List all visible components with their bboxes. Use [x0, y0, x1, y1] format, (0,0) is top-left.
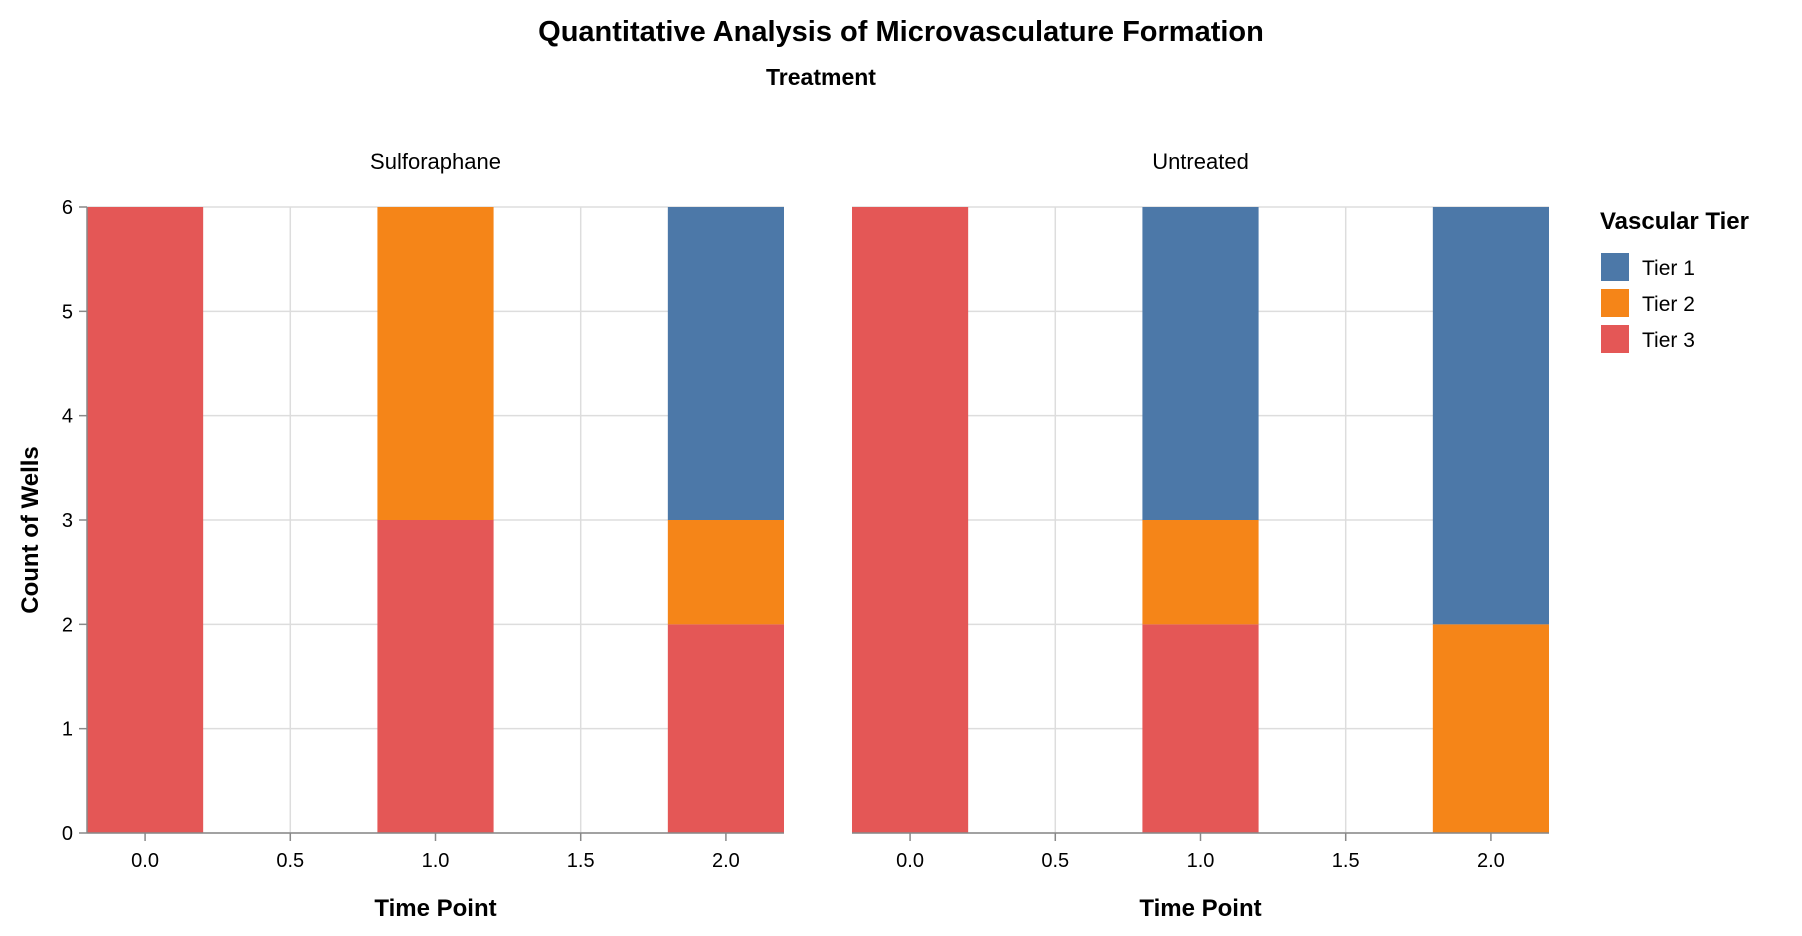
- bar-tier-1: [1142, 207, 1259, 520]
- bar-tier-3: [87, 207, 204, 833]
- legend-item-tier-3: Tier 3: [1601, 325, 1695, 353]
- facet-sulforaphane: Sulforaphane 0.0 0.5 1.0 1.5 2.0 Time Point 0 1 2…: [62, 149, 784, 922]
- x-tick-label: 0.5: [1041, 850, 1069, 872]
- legend-label: Tier 2: [1642, 293, 1695, 316]
- legend-swatch: [1601, 289, 1629, 317]
- legend-title: Vascular Tier: [1600, 208, 1749, 235]
- legend-swatch: [1601, 253, 1629, 281]
- x-tick-label: 2.0: [712, 850, 740, 872]
- legend: Vascular Tier Tier 1 Tier 2 Tier 3: [1600, 208, 1749, 353]
- facet-untreated: Untreated 0.0 0.5 1.0 1.5 2.0 Time Point: [852, 149, 1549, 922]
- bar-tier-2: [667, 520, 784, 625]
- x-axis-title: Time Point: [1139, 895, 1261, 922]
- x-tick-label: 1.5: [1332, 850, 1360, 872]
- x-tick-label: 0.0: [896, 850, 924, 872]
- y-tick-label: 5: [62, 301, 73, 323]
- legend-item-tier-1: Tier 1: [1601, 253, 1695, 281]
- facet-field-title: Treatment: [766, 64, 876, 90]
- y-axis-title: Count of Wells: [17, 446, 44, 614]
- bar-tier-3: [667, 624, 784, 833]
- bar-tier-2: [377, 207, 494, 520]
- legend-swatch: [1601, 325, 1629, 353]
- facet-label: Sulforaphane: [370, 149, 501, 174]
- facet-label: Untreated: [1152, 149, 1249, 174]
- y-tick-label: 2: [62, 614, 73, 636]
- x-tick-label: 0.5: [276, 850, 304, 872]
- x-tick-label: 1.5: [567, 850, 595, 872]
- bar-tier-2: [1142, 520, 1259, 625]
- bar-tier-1: [1432, 207, 1549, 625]
- legend-label: Tier 1: [1642, 257, 1695, 280]
- y-tick-label: 1: [62, 719, 73, 741]
- x-tick-label: 1.0: [422, 850, 450, 872]
- y-tick-label: 0: [62, 823, 73, 845]
- y-tick-label: 3: [62, 510, 73, 532]
- x-tick-label: 2.0: [1477, 850, 1505, 872]
- bar-tier-1: [667, 207, 784, 520]
- y-tick-label: 4: [62, 406, 73, 428]
- legend-item-tier-2: Tier 2: [1601, 289, 1695, 317]
- bar-tier-2: [1432, 624, 1549, 833]
- x-tick-label: 1.0: [1187, 850, 1215, 872]
- chart-title: Quantitative Analysis of Microvasculatur…: [538, 16, 1264, 48]
- bar-tier-3: [377, 520, 494, 833]
- legend-label: Tier 3: [1642, 329, 1695, 352]
- y-tick-label: 6: [62, 197, 73, 219]
- x-axis-title: Time Point: [374, 895, 496, 922]
- facets: Sulforaphane 0.0 0.5 1.0 1.5 2.0 Time Point 0 1 2…: [62, 149, 1549, 922]
- x-tick-label: 0.0: [131, 850, 159, 872]
- bar-tier-3: [1142, 624, 1259, 833]
- bar-tier-3: [852, 207, 969, 833]
